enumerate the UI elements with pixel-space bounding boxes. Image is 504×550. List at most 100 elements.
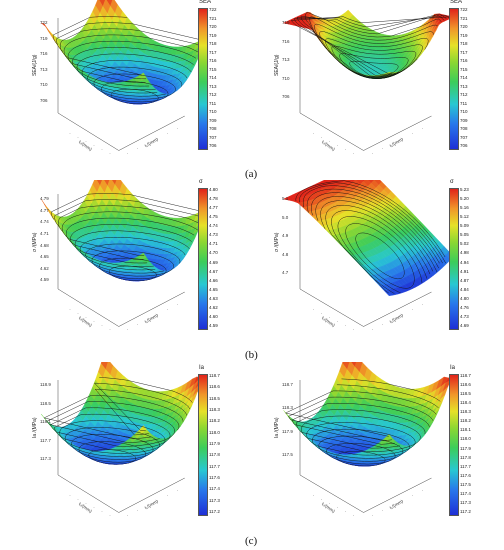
- colorbar-tick-label: 5.12: [460, 214, 469, 220]
- z-axis-label: SEA/(J/g): [32, 54, 38, 76]
- colorbar-tick-label: 715: [209, 66, 217, 72]
- axis-line-1: [299, 288, 364, 327]
- x-tick-label: ·: [109, 327, 111, 332]
- y-tick-label: ·: [412, 492, 414, 498]
- x-tick-label: ·: [85, 315, 87, 320]
- colorbar-tick-label: 4.80: [209, 187, 218, 192]
- axis-line-2: [363, 291, 432, 327]
- colorbar-tick-label: 4.67: [209, 268, 218, 274]
- colorbar-tick-label: 707: [209, 134, 217, 140]
- y-tick-label: ·: [137, 507, 139, 513]
- surface-mesh: [282, 180, 454, 296]
- colorbar-tick-label: 117.7: [209, 463, 220, 469]
- y-tick-label: ·: [402, 497, 404, 503]
- colorbar-tick-label: 118.2: [209, 418, 220, 424]
- x-tick-label: ·: [336, 505, 339, 510]
- z-tick-label: 117.3: [40, 456, 51, 462]
- colorbar-tick-label: 710: [460, 109, 468, 114]
- surface-mesh: [282, 9, 455, 79]
- y-tick-label: ·: [392, 502, 394, 508]
- colorbar-tick-label: 118.6: [209, 384, 220, 390]
- colorbar-tick-label: 118.5: [460, 391, 471, 397]
- y-tick-label: ·: [177, 301, 179, 307]
- colorbar-tick-label: 117.3: [209, 497, 220, 503]
- y-tick-label: ·: [127, 326, 129, 332]
- colorbar-tick-label: 718: [460, 41, 468, 46]
- z-tick-label: 710: [282, 75, 290, 81]
- y-tick-label: ·: [412, 306, 414, 312]
- z-tick-label: 4.68: [40, 242, 49, 248]
- colorbar-tick-label: 4.76: [460, 304, 469, 310]
- colorbar-tick-label: 118.7: [209, 373, 220, 378]
- contour-lines: [50, 193, 203, 281]
- x-tick-label: ·: [101, 147, 103, 152]
- x-tick-label: ·: [312, 493, 315, 498]
- panel-a-right: SEA 722 721 720 719 718 717 716 715 714 713 712 711 7…: [250, 0, 504, 170]
- axis-line-1: [57, 288, 119, 327]
- x-tick-label: ·: [352, 513, 355, 518]
- colorbar-tick-label: 717: [209, 49, 217, 55]
- z-tick-label: 5.1: [282, 196, 289, 201]
- y-tick-label: ·: [382, 321, 384, 327]
- y-tick-label: ·: [127, 150, 129, 156]
- colorbar-tick-label: 4.66: [209, 277, 218, 283]
- colorbar-tick-label: 117.2: [460, 509, 471, 514]
- colorbar-tick-label: 719: [460, 32, 468, 38]
- colorbar-tick-label: 714: [209, 75, 217, 80]
- z-tick-label: 722: [40, 20, 48, 25]
- colorbar-tick-label: 4.62: [209, 304, 218, 310]
- colorbar-tick-label: 716: [460, 58, 468, 63]
- colorbar-tick-label: 713: [460, 83, 468, 89]
- colorbar-title: SEA: [450, 0, 463, 5]
- axis-line-1: [57, 112, 119, 151]
- x-tick-label: ·: [312, 307, 315, 312]
- surface-plot-a-left: [41, 0, 207, 151]
- colorbar-tick-label: 117.2: [209, 509, 220, 514]
- colorbar-tick-label: 118.6: [460, 382, 471, 388]
- z-tick-label: 713: [282, 57, 290, 63]
- y-tick-label: ·: [422, 301, 424, 307]
- z-tick-label: 719: [282, 20, 290, 25]
- y-tick-label: ·: [177, 487, 179, 493]
- colorbar-tick-label: 710: [209, 109, 217, 114]
- z-tick-label: 118.5: [40, 400, 51, 406]
- colorbar: [449, 188, 459, 330]
- x-tick-label: ·: [344, 509, 347, 514]
- y-tick-label: ·: [177, 125, 179, 131]
- colorbar-tick-label: 718: [209, 41, 217, 46]
- colorbar: [198, 8, 208, 150]
- colorbar-tick-label: 117.3: [460, 499, 471, 505]
- colorbar-tick-label: 4.84: [460, 286, 469, 292]
- z-tick-label: 118.1: [40, 419, 51, 425]
- colorbar-tick-label: 720: [460, 24, 468, 29]
- z-axis-label: SEA/(J/g): [274, 54, 280, 76]
- colorbar-tick-label: 5.23: [460, 187, 469, 192]
- colorbar-tick-label: 117.9: [460, 445, 471, 451]
- colorbar-tick-label: 707: [460, 134, 468, 140]
- x-tick-label: ·: [109, 513, 111, 518]
- surface-plot-c-left: [41, 362, 207, 513]
- z-tick-label: 4.71: [40, 230, 49, 236]
- surface-mesh: [41, 0, 207, 105]
- caption-b: (b): [245, 349, 258, 361]
- colorbar-title: σ: [199, 179, 203, 185]
- y-tick-label: ·: [392, 316, 394, 322]
- colorbar-title: Ia: [450, 365, 456, 371]
- z-tick-label: 4.7: [282, 270, 289, 276]
- colorbar-tick-label: 117.7: [460, 463, 471, 469]
- z-axis-label: Ia /(MPa): [274, 416, 280, 438]
- colorbar-tick-label: 717: [460, 49, 468, 55]
- surface-mesh: [283, 362, 455, 467]
- colorbar: [198, 188, 208, 330]
- y-tick-label: ·: [382, 145, 384, 151]
- colorbar-tick-label: 715: [460, 66, 468, 72]
- z-axis-label: σ /(MPa): [32, 232, 38, 252]
- colorbar-tick-label: 4.91: [460, 268, 469, 274]
- z-tick-label: 4.9: [282, 233, 289, 239]
- z-tick-label: 719: [40, 35, 48, 41]
- panel-b-left: σ 4.80 4.78 4.77 4.75 4.74 4.73 4.71 4.70 4.69 4.6…: [0, 179, 250, 350]
- contour-lines: [52, 16, 205, 105]
- panel-a-left: SEA 722 721 720 719 718 717 716 715 714 713 712 711 7…: [0, 0, 250, 170]
- colorbar-tick-label: 117.9: [209, 441, 220, 446]
- colorbar-tick-label: 4.65: [209, 286, 218, 292]
